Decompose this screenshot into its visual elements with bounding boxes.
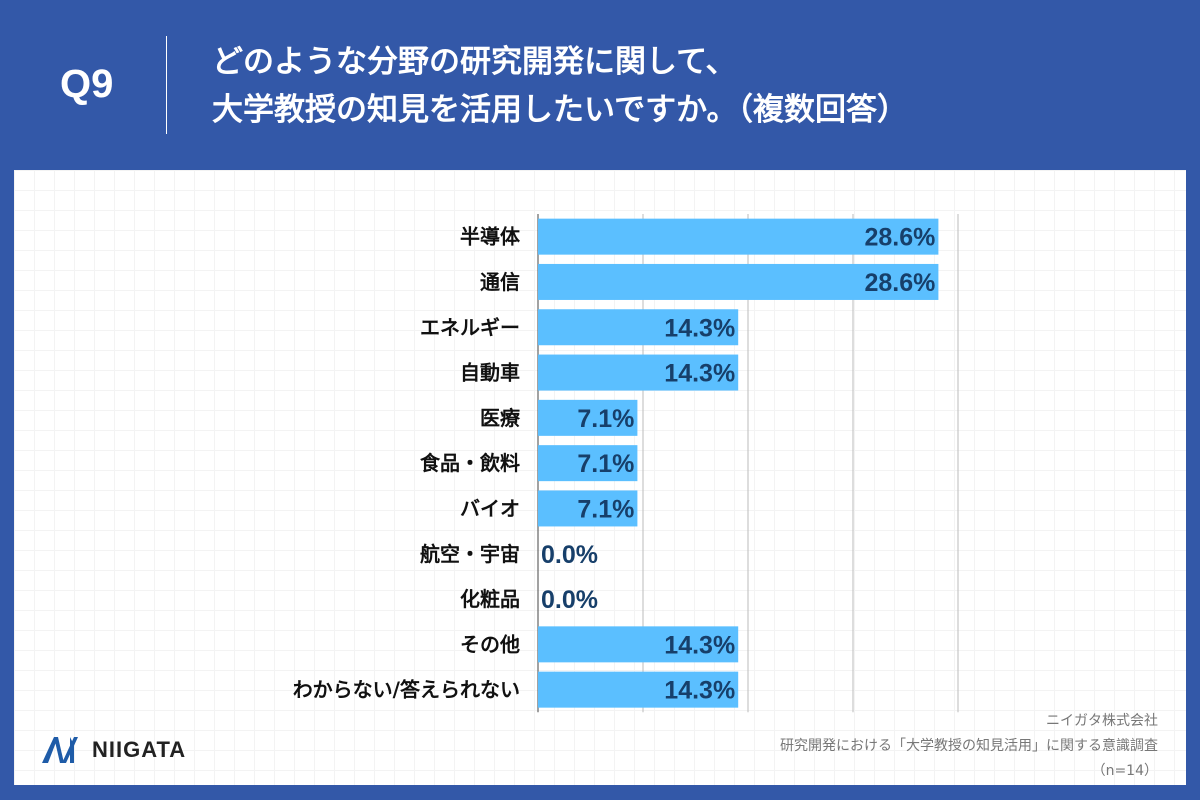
bar (538, 218, 939, 255)
category-label: 通信 (480, 270, 520, 294)
header-divider (166, 36, 167, 134)
value-label: 14.3% (664, 631, 735, 659)
title-line-1: どのような分野の研究開発に関して、 (212, 44, 737, 80)
category-label: わからない/答えられない (293, 678, 520, 702)
category-label: 食品・飲料 (420, 451, 520, 475)
value-label: 28.6% (865, 224, 936, 252)
logo-mark-icon (42, 737, 78, 763)
value-label: 0.0% (541, 586, 598, 614)
category-label: 医療 (480, 406, 520, 430)
bar (538, 263, 939, 300)
question-number: Q9 (60, 62, 114, 106)
bar (538, 354, 739, 391)
value-label: 7.1% (577, 450, 634, 478)
category-label: バイオ (460, 496, 520, 520)
footer-source: ニイガタ株式会社 研究開発における「大学教授の知見活用」に関する意識調査 （n=… (780, 709, 1158, 784)
footer-sample: （n=14） (1091, 763, 1158, 779)
value-label: 14.3% (664, 314, 735, 342)
category-label: 自動車 (460, 361, 520, 385)
category-label: 化粧品 (460, 587, 520, 611)
page-title: どのような分野の研究開発に関して、 大学教授の知見を活用したいですか。（複数回答… (212, 38, 908, 134)
category-label: その他 (460, 632, 520, 656)
bar (538, 671, 739, 708)
value-label: 7.1% (577, 405, 634, 433)
bar (538, 309, 739, 346)
bar (538, 445, 638, 482)
title-line-2: 大学教授の知見を活用したいですか。（複数回答） (212, 92, 908, 128)
bar (538, 626, 739, 663)
logo-text: NIIGATA (92, 737, 187, 762)
value-label: 28.6% (865, 269, 936, 297)
bar (538, 399, 638, 436)
category-label: エネルギー (420, 315, 520, 339)
footer-survey: 研究開発における「大学教授の知見活用」に関する意識調査 (780, 738, 1158, 754)
value-label: 14.3% (664, 360, 735, 388)
value-label: 7.1% (577, 495, 634, 523)
footer-company: ニイガタ株式会社 (1046, 713, 1158, 729)
niigata-logo: NIIGATA (40, 735, 186, 765)
value-label: 0.0% (541, 541, 598, 569)
category-label: 半導体 (460, 225, 521, 249)
bar (538, 490, 638, 527)
category-label: 航空・宇宙 (420, 542, 520, 566)
value-label: 14.3% (664, 677, 735, 705)
